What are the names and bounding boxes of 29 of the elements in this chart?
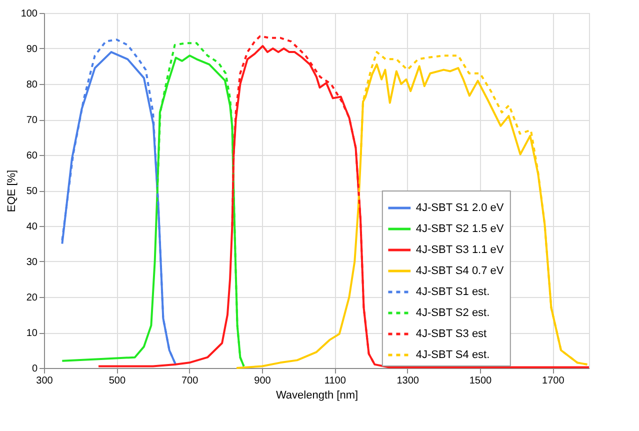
x-tick-label: 500 — [108, 376, 126, 386]
x-tick-label: 700 — [181, 376, 199, 386]
legend-label: 4J-SBT S2 1.5 eV — [416, 223, 504, 235]
legend-label: 4J-SBT S2 est. — [416, 307, 490, 319]
y-tick-label: 0 — [32, 364, 38, 374]
x-tick-label: 1500 — [469, 376, 492, 386]
y-tick-label: 50 — [26, 186, 38, 197]
y-tick-label: 20 — [26, 292, 38, 304]
y-tick-label: 40 — [26, 222, 38, 232]
y-tick-label: 90 — [26, 44, 38, 55]
x-tick-label: 900 — [254, 376, 272, 386]
y-tick-label: 100 — [20, 8, 38, 20]
x-tick-label: 300 — [36, 376, 54, 386]
y-tick-label: 80 — [26, 80, 38, 90]
y-tick-label: 60 — [26, 150, 38, 162]
legend-label: 4J-SBT S3 est — [416, 328, 487, 340]
legend-label: 4J-SBT S4 0.7 eV — [416, 265, 504, 277]
legend-label: 4J-SBT S1 2.0 eV — [416, 202, 504, 214]
legend-label: 4J-SBT S3 1.1 eV — [416, 244, 504, 256]
legend-label: 4J-SBT S4 est. — [416, 349, 490, 361]
y-tick-label: 70 — [26, 115, 38, 126]
y-tick-label: 30 — [26, 257, 38, 268]
x-tick-label: 1300 — [396, 376, 420, 386]
legend-label: 4J-SBT S1 est. — [416, 286, 490, 298]
y-axis-title: EQE [%] — [6, 170, 18, 212]
y-tick-label: 10 — [26, 328, 38, 339]
x-axis-title: Wavelength [nm] — [276, 390, 358, 402]
x-tick-label: 1100 — [324, 376, 346, 386]
x-tick-label: 1700 — [542, 376, 565, 386]
